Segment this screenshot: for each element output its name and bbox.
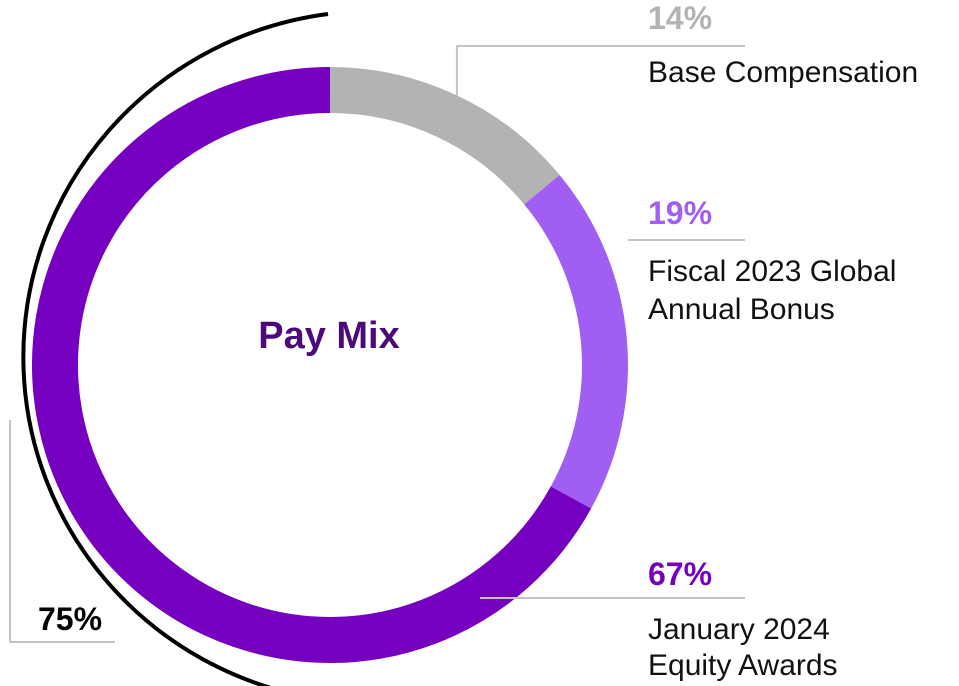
donut-slice-bonus <box>524 175 628 509</box>
leader-line-base <box>455 45 745 96</box>
bracket-annotation-leader <box>9 420 115 643</box>
donut-slice-equity <box>32 67 592 663</box>
slice-value-label-equity: 67% <box>648 556 713 592</box>
slice-label-bonus-line1: Fiscal 2023 Global <box>648 255 897 288</box>
donut-slice-base <box>329 67 560 205</box>
bracket-annotation-label: 75% <box>38 601 103 637</box>
slice-value-label-base: 14% <box>648 0 713 36</box>
slice-label-base: Base Compensation <box>648 56 919 89</box>
slice-label-equity-line2: Equity Awards <box>648 649 838 682</box>
slice-label-bonus-line2: Annual Bonus <box>648 293 835 326</box>
bracket-arc <box>21 12 329 686</box>
slice-value-label-bonus: 19% <box>648 195 713 231</box>
slice-label-equity-line1: January 2024 <box>648 613 830 646</box>
chart-title: Pay Mix <box>258 315 400 357</box>
